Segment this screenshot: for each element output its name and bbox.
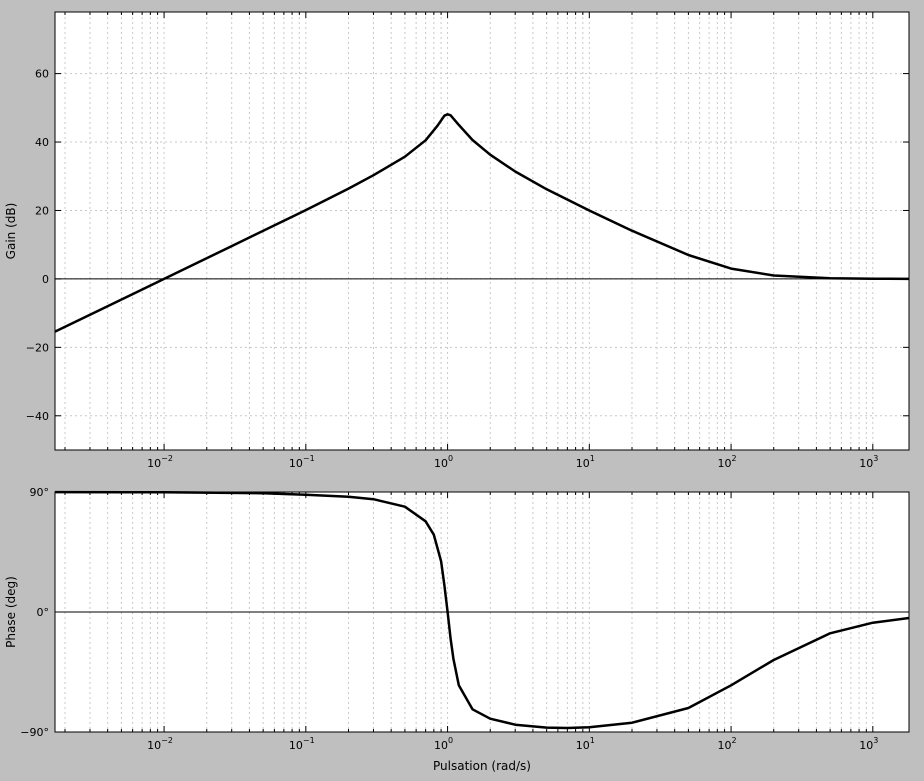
x-tick-exponent: 0 [448,736,453,745]
x-tick-base: 10 [289,739,303,752]
x-tick-exponent: 3 [873,736,878,745]
x-tick-base: 10 [859,739,873,752]
x-tick-base: 10 [859,457,873,470]
gain-y-tick-label: 20 [35,204,49,217]
gain-x-tick-label: 103 [859,454,878,470]
gain-x-tick-label: 101 [576,454,595,470]
phase-response-line [54,490,910,730]
gain-y-tick-label: −40 [26,410,49,423]
gain-response-line [54,113,910,333]
phase-x-tick-label: 103 [859,736,878,752]
gain-y-tick-label: −20 [26,341,49,354]
phase-x-axis-label: Pulsation (rad/s) [433,759,531,773]
x-tick-base: 10 [434,457,448,470]
x-tick-base: 10 [718,457,732,470]
x-tick-base: 10 [576,457,590,470]
gain-y-tick-label: 40 [35,136,49,149]
x-tick-exponent: 0 [448,454,453,463]
phase-y-axis-label: Phase (deg) [4,576,18,648]
x-tick-exponent: 2 [732,454,737,463]
x-tick-exponent: −2 [161,454,173,463]
x-tick-base: 10 [147,739,161,752]
x-tick-exponent: −1 [303,454,315,463]
x-tick-base: 10 [718,739,732,752]
gain-x-tick-label: 10−1 [289,454,315,470]
gain-plot-area [55,12,909,450]
x-tick-exponent: 2 [732,736,737,745]
x-tick-exponent: 1 [590,736,595,745]
phase-x-tick-label: 102 [718,736,737,752]
phase-x-tick-label: 100 [434,736,453,752]
gain-x-tick-label: 102 [718,454,737,470]
phase-x-tick-label: 10−1 [289,736,315,752]
x-tick-base: 10 [434,739,448,752]
x-tick-exponent: −2 [161,736,173,745]
phase-x-tick-label: 10−2 [147,736,173,752]
x-tick-exponent: −1 [303,736,315,745]
x-tick-base: 10 [147,457,161,470]
gain-y-tick-label: 60 [35,68,49,81]
gain-x-tick-label: 10−2 [147,454,173,470]
gain-y-tick-label: 0 [42,273,49,286]
phase-y-tick-label: 90° [30,486,50,499]
x-tick-base: 10 [576,739,590,752]
phase-y-tick-label: 0° [37,606,50,619]
gain-y-axis-label: Gain (dB) [4,203,18,260]
x-tick-exponent: 3 [873,454,878,463]
x-tick-base: 10 [289,457,303,470]
x-tick-exponent: 1 [590,454,595,463]
gain-plot-frame [54,11,910,451]
phase-x-tick-label: 101 [576,736,595,752]
gain-x-tick-label: 100 [434,454,453,470]
phase-y-tick-label: −90° [20,726,49,739]
